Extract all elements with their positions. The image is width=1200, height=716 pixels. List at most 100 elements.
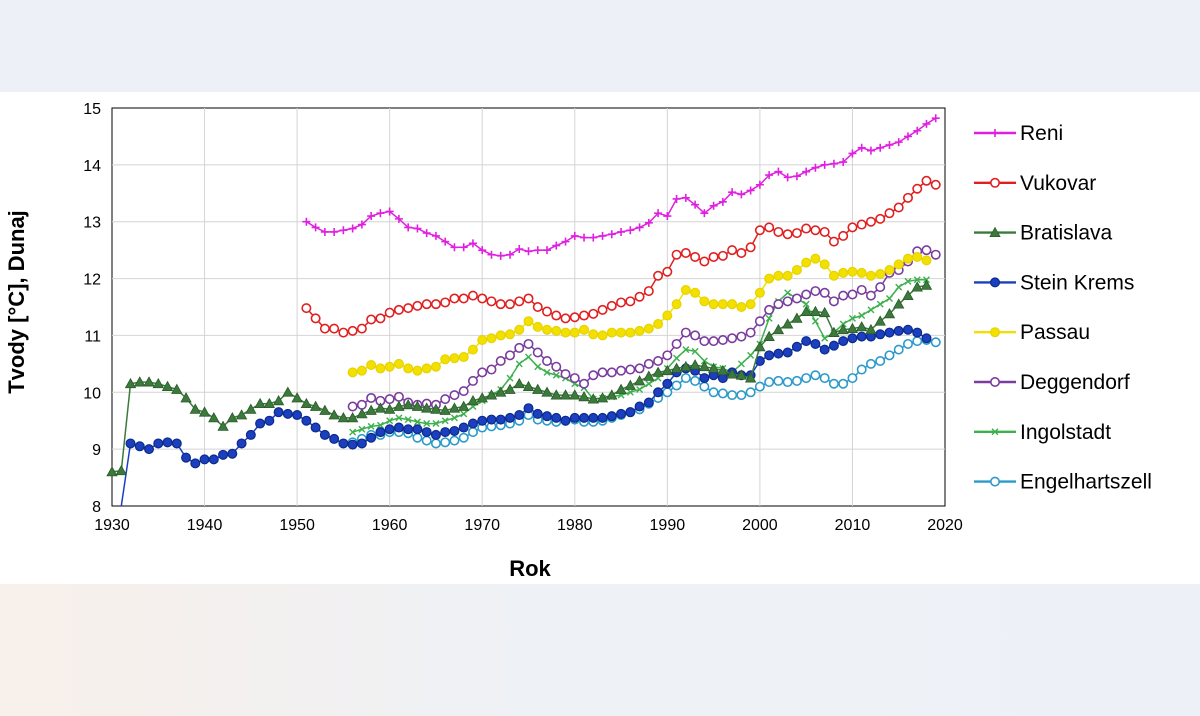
data-point [440,354,451,365]
data-point [542,356,553,367]
data-point [847,266,858,277]
data-point [921,245,932,256]
data-point [560,313,571,324]
data-point [875,282,886,293]
data-point [478,246,487,255]
data-point [848,149,857,158]
data-point [690,287,701,298]
data-point [754,287,765,298]
data-point [773,348,784,359]
data-point [125,438,136,449]
data-point [161,380,174,392]
data-point [596,392,609,403]
data-point [588,370,599,381]
data-point [450,243,459,252]
data-point [459,243,468,252]
legend-swatch-marker [989,226,1001,238]
data-point [264,415,275,426]
data-point [310,313,321,324]
data-point [367,212,376,221]
data-point [903,132,912,141]
data-point [865,358,876,369]
data-point [765,314,773,322]
data-point [736,390,747,401]
data-point [356,408,368,419]
data-point [727,390,738,401]
data-point [404,223,413,232]
data-point [847,222,858,233]
data-point [366,392,377,403]
data-point [838,378,849,389]
data-point [467,344,478,355]
data-point [653,387,664,398]
data-point [727,333,738,344]
data-point [514,410,525,421]
data-point [393,304,404,315]
data-point [467,427,478,438]
data-point [365,404,377,415]
data-point [394,214,403,223]
data-point [485,389,498,400]
data-point [626,388,634,396]
legend: Reni Vukovar Bratislava Stein Krems Passau De… [974,122,1152,494]
data-point [616,408,627,419]
data-point [440,427,451,438]
data-point [782,377,793,388]
data-point [386,417,394,425]
data-point [931,114,940,123]
data-point [569,412,580,423]
data-point [838,336,849,347]
legend-swatch-marker [989,476,1000,487]
data-point [263,397,276,409]
legend-swatch-marker [989,177,1000,188]
data-point [587,393,599,404]
data-point [523,316,534,327]
data-point [543,368,551,376]
data-point [208,454,219,465]
data-point [930,337,941,348]
data-point [430,361,441,372]
data-point [755,180,764,189]
data-point [662,266,673,277]
y-tick-label: 9 [92,442,101,459]
data-point [367,422,375,430]
data-point [524,247,533,256]
data-point [533,246,542,255]
data-point [514,342,525,353]
data-point [311,223,320,232]
data-point [403,363,414,374]
data-point [791,341,802,352]
data-point [467,375,478,386]
data-point [543,246,552,255]
data-point [921,333,932,344]
data-point [569,327,580,338]
data-point [847,373,858,384]
y-axis-title: Tvody [°C], Dunaj [4,210,29,394]
data-point [838,267,849,278]
data-point [357,220,366,229]
data-point [448,402,461,413]
data-point [302,217,311,226]
data-point [395,414,403,422]
data-point [708,336,719,347]
data-point [423,420,431,428]
y-tick-label: 12 [83,272,101,289]
data-point [699,336,710,347]
data-point [846,322,859,334]
data-point [301,303,312,314]
legend-swatch-marker [989,376,1000,387]
data-point [310,422,321,433]
data-point [866,146,875,155]
data-point [579,412,590,423]
data-point [366,359,377,370]
data-point [653,356,664,367]
data-point [838,230,849,241]
data-point [504,299,515,310]
data-point [134,376,146,387]
x-tick-label: 1940 [187,517,223,534]
data-point [486,296,497,307]
data-point [430,403,442,414]
data-point [385,207,394,216]
data-point [384,394,395,405]
